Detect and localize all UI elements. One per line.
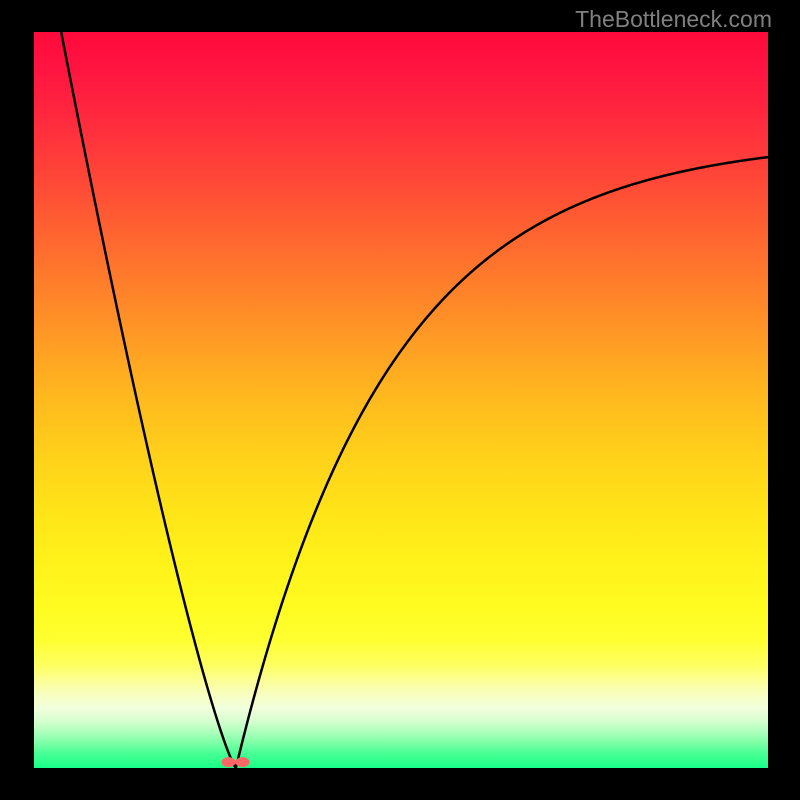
bottleneck-chart — [34, 32, 768, 768]
watermark-text: TheBottleneck.com — [575, 6, 772, 33]
chart-background — [34, 32, 768, 768]
optimum-marker-1 — [235, 757, 249, 767]
optimum-marker-0 — [222, 757, 236, 767]
